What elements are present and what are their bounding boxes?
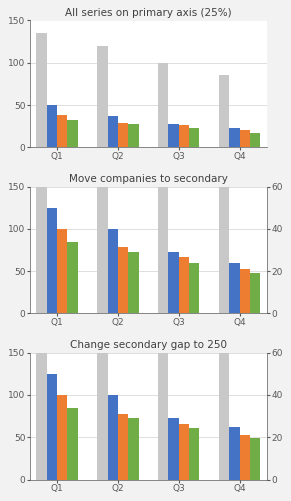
- Bar: [168, 252, 179, 314]
- Bar: [229, 427, 239, 479]
- Bar: [47, 374, 57, 479]
- Bar: [189, 263, 199, 314]
- Bar: [57, 395, 68, 479]
- Bar: [158, 102, 168, 314]
- Bar: [250, 273, 260, 314]
- Bar: [239, 269, 250, 314]
- Bar: [118, 413, 128, 479]
- Bar: [97, 46, 108, 147]
- Bar: [179, 125, 189, 147]
- Bar: [68, 120, 78, 147]
- Bar: [108, 229, 118, 314]
- Bar: [168, 418, 179, 479]
- Bar: [108, 116, 118, 147]
- Bar: [36, 28, 47, 314]
- Bar: [168, 124, 179, 147]
- Bar: [179, 257, 189, 314]
- Bar: [57, 229, 68, 314]
- Bar: [128, 418, 139, 479]
- Bar: [250, 438, 260, 479]
- Bar: [47, 105, 57, 147]
- Bar: [97, 226, 108, 479]
- Bar: [239, 130, 250, 147]
- Bar: [118, 123, 128, 147]
- Title: All series on primary axis (25%): All series on primary axis (25%): [65, 9, 232, 19]
- Bar: [108, 395, 118, 479]
- Bar: [189, 128, 199, 147]
- Bar: [219, 76, 229, 147]
- Title: Change secondary gap to 250: Change secondary gap to 250: [70, 341, 227, 351]
- Bar: [97, 60, 108, 314]
- Title: Move companies to secondary: Move companies to secondary: [69, 174, 228, 184]
- Bar: [179, 424, 189, 479]
- Bar: [47, 208, 57, 314]
- Bar: [36, 190, 47, 479]
- Bar: [229, 263, 239, 314]
- Bar: [68, 241, 78, 314]
- Bar: [250, 133, 260, 147]
- Bar: [158, 268, 168, 479]
- Bar: [118, 246, 128, 314]
- Bar: [68, 408, 78, 479]
- Bar: [229, 128, 239, 147]
- Bar: [128, 252, 139, 314]
- Bar: [36, 33, 47, 147]
- Bar: [219, 134, 229, 314]
- Bar: [158, 63, 168, 147]
- Bar: [189, 428, 199, 479]
- Bar: [57, 115, 68, 147]
- Bar: [128, 124, 139, 147]
- Bar: [239, 435, 250, 479]
- Bar: [219, 300, 229, 479]
